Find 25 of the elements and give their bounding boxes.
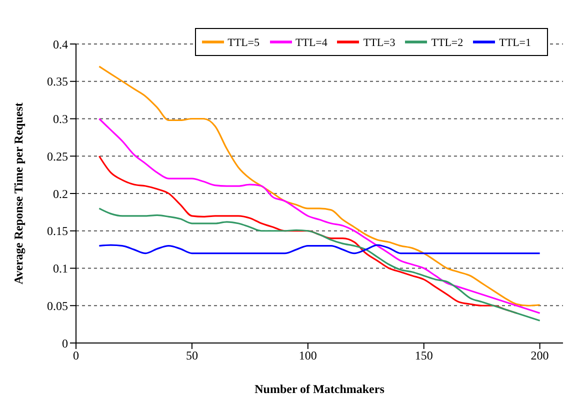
x-tick-label: 100: [298, 348, 317, 363]
legend-label: TTL=2: [431, 36, 464, 49]
x-axis-title: Number of Matchmakers: [254, 382, 385, 396]
y-tick-label: 0.35: [47, 74, 68, 89]
y-tick-label: 0.15: [47, 224, 68, 238]
legend-label: TTL=4: [296, 36, 328, 49]
x-tick-label: 50: [186, 348, 198, 363]
y-tick-label: 0.2: [53, 186, 68, 201]
y-tick-label: 0.3: [53, 112, 68, 126]
y-tick-label: 0.4: [53, 37, 68, 52]
line-series: [98, 66, 541, 306]
line-series: [98, 208, 541, 322]
legend-label: TTL=1: [499, 36, 531, 49]
x-tick-label: 200: [530, 348, 549, 363]
legend-label: TTL=5: [228, 36, 260, 49]
y-axis-title: Average Reponse Time per Request: [11, 102, 26, 284]
legend-label: TTL=3: [363, 36, 396, 49]
y-tick-label: 0.05: [47, 298, 68, 313]
y-tick-label: 0: [62, 336, 68, 350]
line-series: [98, 118, 541, 314]
line-series: [98, 244, 541, 254]
x-tick-label: 150: [414, 348, 433, 363]
y-tick-label: 0.25: [47, 149, 68, 164]
x-tick-label: 0: [73, 348, 79, 363]
y-tick-label: 0.1: [53, 262, 68, 276]
